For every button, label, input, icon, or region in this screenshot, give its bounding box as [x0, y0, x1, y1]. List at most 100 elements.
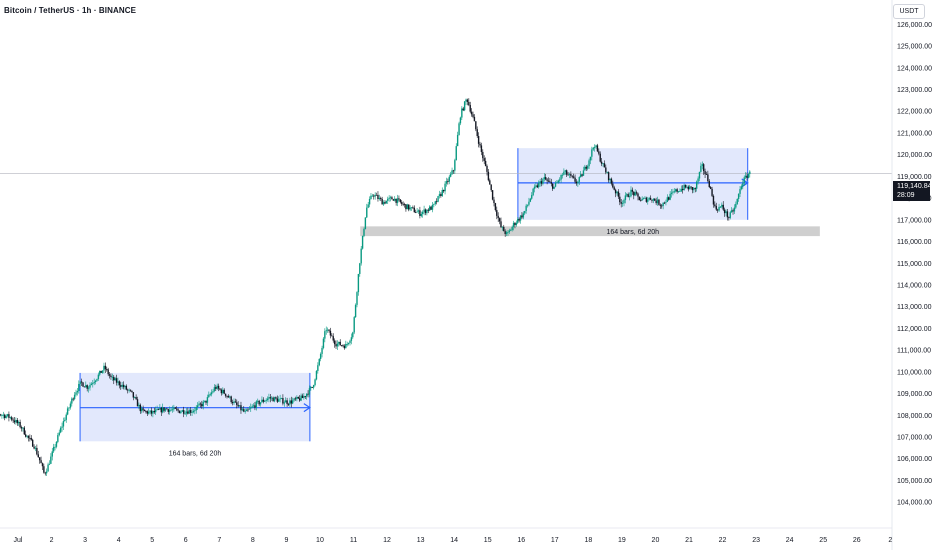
candle-body [550, 182, 553, 184]
candle-body [721, 204, 723, 207]
candle-body [542, 179, 544, 184]
candle-body [331, 335, 333, 337]
candle-body [617, 191, 620, 197]
candle-body [206, 397, 209, 403]
candle-body [482, 151, 484, 159]
candle-body [118, 381, 121, 386]
candle-body [572, 176, 575, 178]
x-tick-label: 15 [484, 537, 492, 544]
candle-body [40, 460, 42, 464]
candle-body [421, 211, 424, 215]
candle-body [691, 187, 694, 191]
candle-body [290, 400, 292, 404]
candle-body [437, 196, 439, 202]
candle-body [69, 403, 72, 408]
y-tick-label: 117,000.00 [897, 217, 932, 224]
candle-body [275, 397, 277, 399]
candle-body [101, 370, 104, 373]
candle-body [575, 181, 578, 184]
symbol-title[interactable]: Bitcoin / TetherUS · 1h · BINANCE [4, 6, 137, 15]
y-tick-label: 106,000.00 [897, 456, 932, 463]
candle-body [37, 454, 39, 458]
candle-body [297, 396, 299, 399]
candle-body [684, 184, 687, 188]
candle-body [663, 202, 666, 204]
candle-body [159, 407, 161, 410]
candle-body [387, 198, 389, 201]
candle-body [33, 446, 35, 449]
range-arrow-icon [303, 403, 311, 413]
candle-body [529, 198, 532, 202]
candle-body [596, 145, 599, 152]
candle-body [62, 421, 65, 427]
candle-body [47, 464, 49, 472]
candle-body [503, 226, 505, 232]
candle-body [23, 427, 25, 435]
candle-body [382, 202, 385, 205]
x-tick-label: 2 [50, 537, 54, 544]
candle-body [153, 410, 155, 413]
candle-body [501, 226, 504, 228]
candle-body [498, 218, 501, 222]
candle-body [124, 385, 126, 388]
candle-body [628, 196, 631, 198]
candle-body [484, 160, 487, 166]
candle-body [512, 222, 515, 227]
candle-body [641, 198, 643, 201]
candle-body [568, 174, 571, 175]
candle-body [110, 375, 112, 377]
candle-body [631, 189, 634, 192]
candle-body [160, 407, 162, 413]
candle-body [167, 409, 169, 412]
candle-body [5, 415, 7, 419]
candle-body [392, 199, 395, 201]
candle-body [714, 204, 716, 207]
candle-body [223, 389, 225, 394]
candle-body [616, 191, 618, 194]
candle-body [589, 156, 592, 161]
y-tick-label: 111,000.00 [897, 348, 931, 355]
support-zone[interactable] [360, 226, 820, 237]
price-axis: 126,000.00 125,000.00 124,000.00 123,000.00… [897, 22, 932, 507]
candle-body [93, 382, 95, 384]
candle-body [635, 192, 638, 194]
candle-body [125, 385, 128, 390]
candle-body [103, 365, 105, 371]
y-tick-label: 104,000.00 [897, 500, 932, 507]
currency-button[interactable]: USDT [893, 4, 925, 19]
candle-body [659, 204, 662, 206]
candle-body [97, 374, 100, 379]
candle-body [489, 180, 491, 185]
candle-body [445, 181, 448, 184]
candle-body [668, 197, 670, 200]
candle-body [350, 337, 353, 341]
candle-body [240, 405, 242, 411]
candle-body [746, 175, 748, 178]
candle-body [735, 203, 737, 208]
x-tick-label: 12 [383, 537, 391, 544]
candle-body [310, 386, 312, 389]
candle-body [51, 451, 53, 457]
candle-body [209, 394, 211, 396]
candle-body [549, 181, 551, 183]
candle-body [347, 342, 350, 344]
candle-body [705, 174, 708, 175]
y-tick-label: 114,000.00 [897, 282, 932, 289]
candle-body [423, 209, 425, 212]
candle-body [403, 204, 406, 205]
candle-body [78, 383, 80, 391]
candle-body [9, 417, 12, 419]
candle-body [58, 432, 60, 436]
candle-body [92, 383, 94, 384]
candle-body [434, 201, 436, 204]
candle-body [50, 456, 52, 464]
candle-body [669, 193, 671, 200]
candle-body [729, 212, 731, 218]
candle-body [405, 204, 407, 210]
candle-body [180, 411, 182, 414]
candle-body [11, 417, 13, 420]
candle-body [676, 189, 678, 192]
candle-body [441, 189, 443, 196]
candle-body [271, 397, 273, 399]
